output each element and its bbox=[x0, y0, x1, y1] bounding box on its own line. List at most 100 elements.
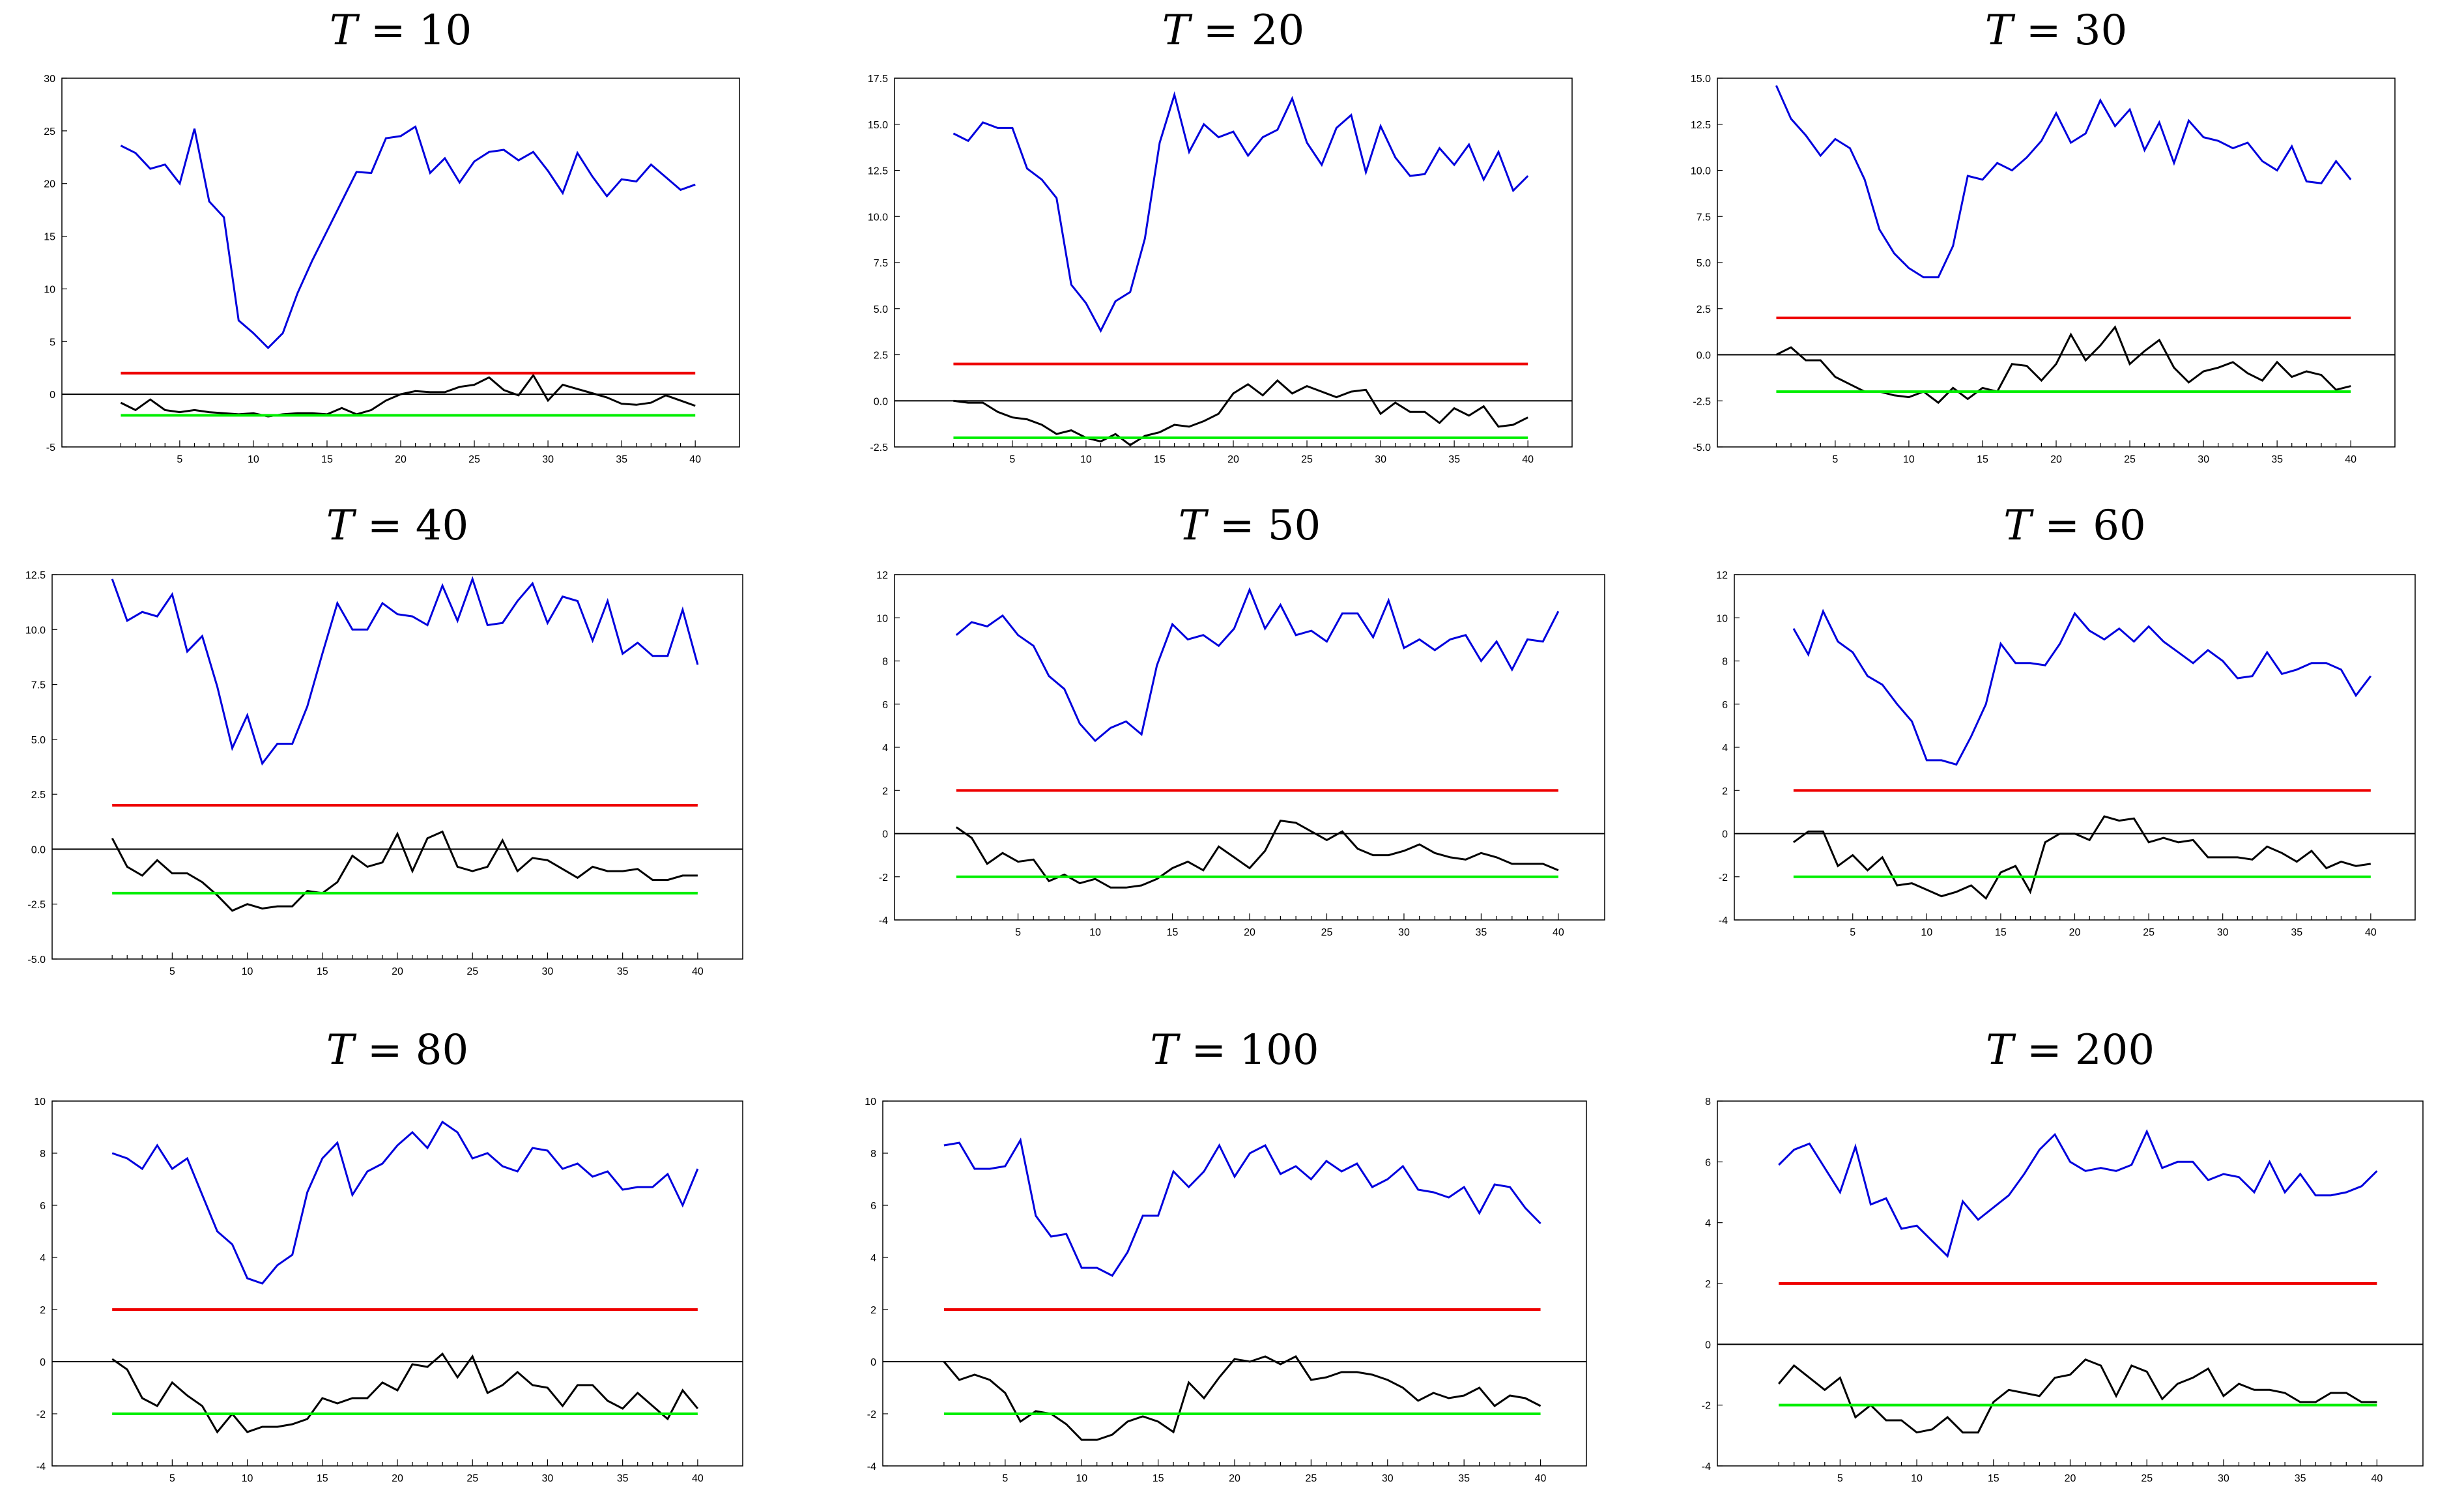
y-tick-label: 5.0 bbox=[31, 735, 46, 746]
y-tick-label: -2 bbox=[867, 1409, 876, 1420]
y-tick-label: -4 bbox=[867, 1461, 876, 1472]
chart-title-variable: T bbox=[329, 7, 358, 55]
y-tick-label: -5 bbox=[46, 442, 55, 453]
y-tick-label: 2 bbox=[1705, 1279, 1711, 1290]
x-tick-label: 15 bbox=[1995, 927, 2007, 938]
y-tick-label: -5.0 bbox=[1693, 442, 1711, 453]
y-tick-label: 15.0 bbox=[1691, 74, 1711, 85]
chart-panel: T = 100 10 8 6 4 2 0 -2 -4 5 10 15 20 25 30 35 40 bbox=[824, 1026, 1599, 1492]
series-black-line bbox=[111, 830, 698, 912]
x-tick-label: 5 bbox=[169, 966, 175, 977]
y-tick-label: 0 bbox=[50, 390, 55, 401]
x-tick-label: 30 bbox=[542, 1473, 554, 1484]
x-tick-label: 10 bbox=[1921, 927, 1932, 938]
y-tick-label: 0 bbox=[1705, 1340, 1711, 1351]
y-tick-label: 10 bbox=[44, 284, 55, 295]
x-tick-label: 30 bbox=[1398, 927, 1410, 938]
y-tick-label: 8 bbox=[1722, 657, 1728, 668]
series-black-line bbox=[1778, 1358, 2377, 1434]
chart-title-variable: T bbox=[326, 1026, 354, 1074]
chart-title-variable: T bbox=[2003, 502, 2031, 550]
series-blue-line bbox=[1778, 1128, 2378, 1258]
x-tick-label: 30 bbox=[1375, 454, 1386, 465]
y-tick-label: 12.5 bbox=[25, 570, 46, 581]
x-tick-label: 20 bbox=[2065, 1473, 2076, 1484]
x-tick-label: 35 bbox=[617, 966, 629, 977]
y-tick-label: -5.0 bbox=[27, 954, 46, 966]
y-tick-label: -2.5 bbox=[870, 442, 888, 453]
y-tick-label: -4 bbox=[36, 1461, 46, 1472]
y-tick-label: 12 bbox=[876, 570, 888, 581]
y-tick-label: 0.0 bbox=[874, 396, 888, 407]
plot-frame bbox=[882, 1100, 1587, 1467]
chart-panel: T = 30 15.0 12.5 10.0 7.5 5.0 2.5 0.0 -2.5 -5.0 5 1… bbox=[1659, 7, 2408, 473]
x-tick-label: 25 bbox=[466, 1473, 478, 1484]
y-tick-label: 0 bbox=[882, 829, 888, 840]
x-tick-label: 5 bbox=[1015, 927, 1021, 938]
chart-title-variable: T bbox=[1985, 1026, 2014, 1074]
x-tick-label: 10 bbox=[1903, 454, 1915, 465]
x-tick-label: 15 bbox=[321, 454, 333, 465]
y-tick-label: 7.5 bbox=[1697, 212, 1711, 223]
y-tick-label: 10.0 bbox=[868, 212, 888, 223]
x-tick-label: 25 bbox=[2141, 1473, 2153, 1484]
chart-plot: 17.5 15.0 12.5 10.0 7.5 5.0 2.5 0.0 -2.5 5 10 15 20 2… bbox=[868, 74, 1573, 465]
chart-title: T = 20 bbox=[836, 7, 1572, 55]
x-tick-label: 40 bbox=[689, 454, 701, 465]
plot-frame bbox=[51, 1100, 743, 1467]
y-tick-label: 6 bbox=[1722, 700, 1728, 711]
series-blue-line bbox=[1792, 609, 2371, 766]
x-tick-label: 5 bbox=[1002, 1473, 1008, 1484]
y-tick-label: 15.0 bbox=[868, 120, 888, 131]
y-tick-label: 5.0 bbox=[874, 304, 888, 315]
x-tick-label: 10 bbox=[242, 1473, 253, 1484]
series-blue-line bbox=[1775, 85, 2352, 279]
y-tick-label: 10.0 bbox=[25, 625, 46, 636]
x-tick-label: 10 bbox=[1076, 1473, 1087, 1484]
x-tick-label: 40 bbox=[2371, 1473, 2383, 1484]
x-tick-label: 10 bbox=[1080, 454, 1092, 465]
y-tick-label: 6 bbox=[40, 1201, 46, 1212]
x-tick-label: 40 bbox=[692, 966, 704, 977]
y-tick-label: 10 bbox=[865, 1096, 876, 1108]
y-tick-label: 0.0 bbox=[31, 844, 46, 855]
y-tick-label: -2 bbox=[879, 872, 888, 883]
chart-panel: T = 20 17.5 15.0 12.5 10.0 7.5 5.0 2.5 0.0 -2.5 5 1… bbox=[836, 7, 1585, 473]
y-tick-label: 10.0 bbox=[1691, 166, 1711, 177]
chart-title: T = 100 bbox=[824, 1026, 1586, 1074]
x-tick-label: 15 bbox=[1977, 454, 1988, 465]
chart-title-variable: T bbox=[1150, 1026, 1179, 1074]
y-tick-label: -2 bbox=[1702, 1401, 1711, 1412]
chart-panel: T = 50 12 10 8 6 4 2 0 -2 -4 5 10 15 20 25 30 35 40 bbox=[836, 502, 1618, 946]
x-tick-label: 30 bbox=[542, 966, 554, 977]
x-tick-label: 20 bbox=[1244, 927, 1255, 938]
chart-title-value: = 200 bbox=[2013, 1026, 2155, 1074]
x-tick-label: 20 bbox=[392, 966, 403, 977]
chart-title-value: = 10 bbox=[357, 7, 472, 55]
x-tick-label: 35 bbox=[616, 454, 627, 465]
y-tick-label: 2.5 bbox=[31, 790, 46, 801]
y-tick-label: 6 bbox=[882, 700, 888, 711]
y-tick-label: -2.5 bbox=[27, 900, 46, 911]
x-tick-label: 35 bbox=[617, 1473, 629, 1484]
x-tick-label: 30 bbox=[542, 454, 554, 465]
plot-frame bbox=[61, 78, 740, 448]
series-blue-line bbox=[111, 1120, 699, 1285]
x-tick-label: 30 bbox=[2217, 927, 2229, 938]
y-tick-label: 15 bbox=[44, 232, 55, 243]
y-tick-label: 25 bbox=[44, 126, 55, 137]
y-tick-label: 12.5 bbox=[868, 166, 888, 177]
chart-title-value: = 40 bbox=[354, 502, 469, 550]
x-tick-label: 10 bbox=[248, 454, 259, 465]
y-tick-label: 4 bbox=[1722, 743, 1728, 754]
x-tick-label: 5 bbox=[1009, 454, 1015, 465]
x-tick-label: 25 bbox=[2143, 927, 2155, 938]
y-tick-label: 2 bbox=[870, 1305, 876, 1316]
series-black-line bbox=[111, 1352, 699, 1434]
y-tick-label: 4 bbox=[1705, 1218, 1711, 1229]
y-tick-label: 20 bbox=[44, 179, 55, 190]
x-tick-label: 25 bbox=[468, 454, 480, 465]
chart-title-value: = 50 bbox=[1206, 502, 1321, 550]
